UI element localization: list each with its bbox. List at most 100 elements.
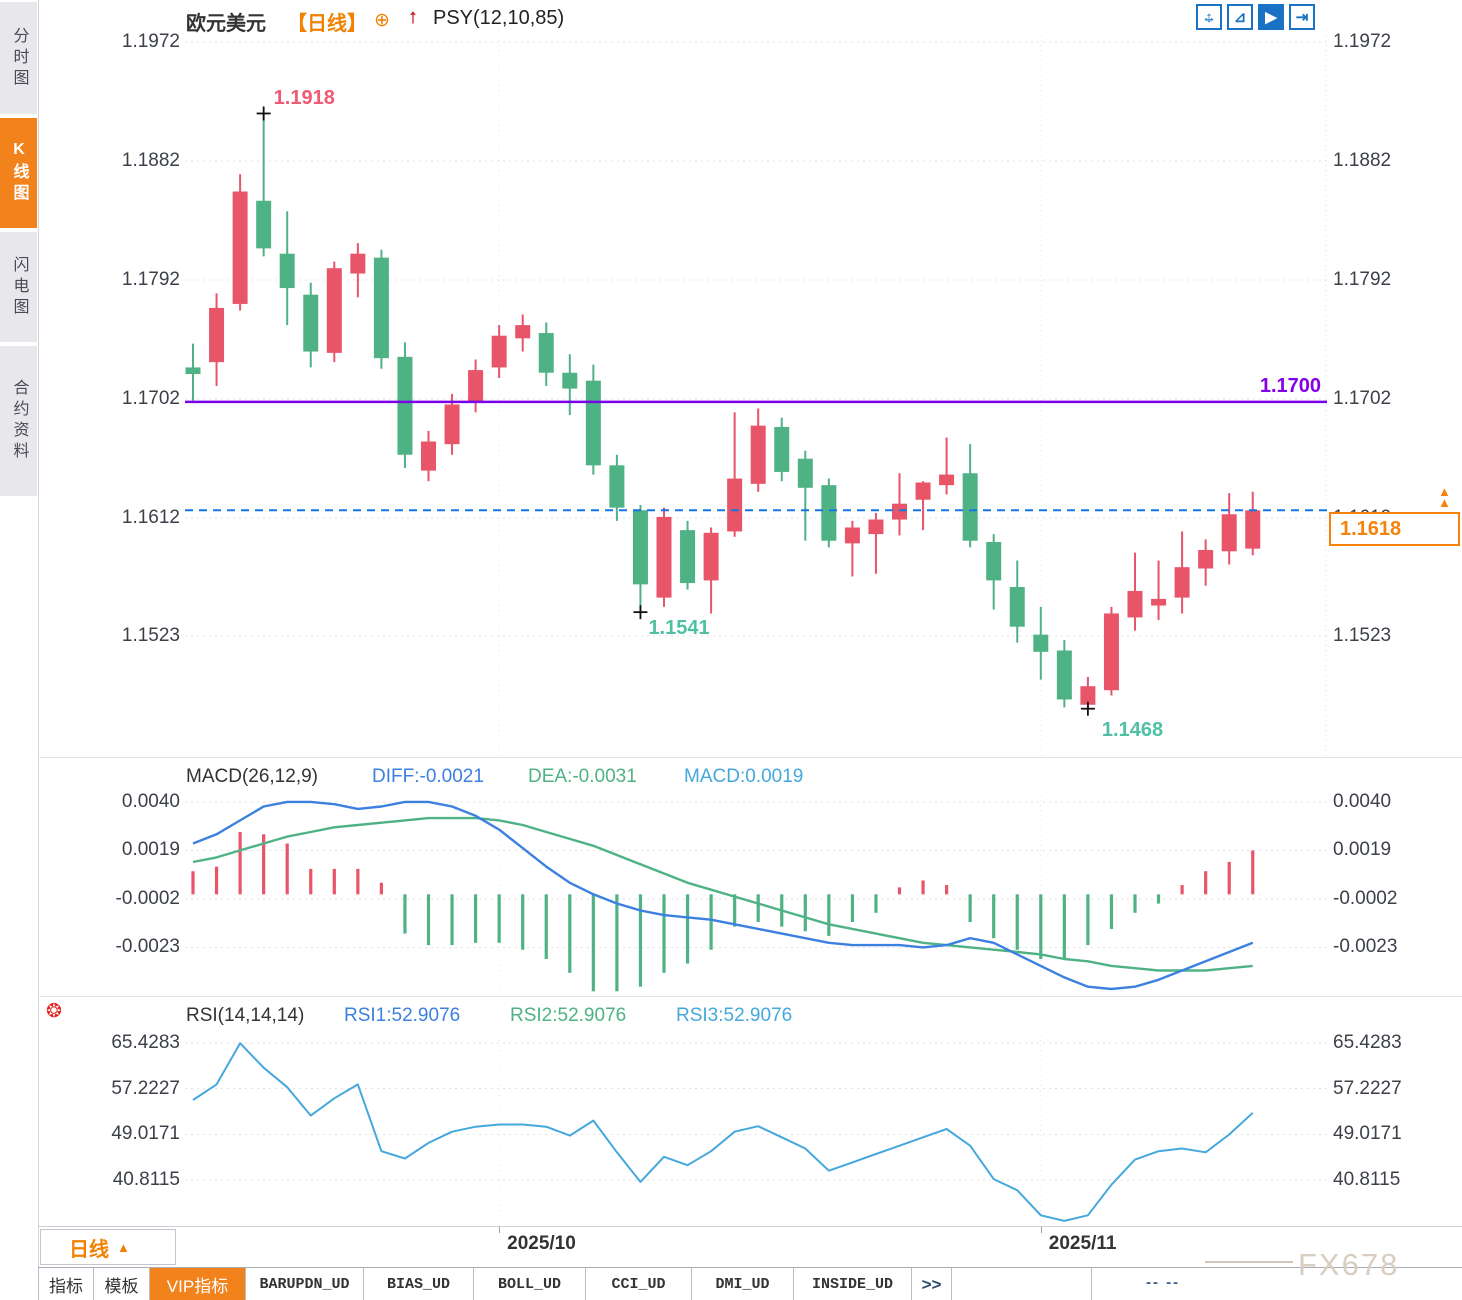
macd-readout: MACD:0.0019 — [684, 766, 804, 787]
diff-line — [192, 800, 1254, 991]
candle-body — [373, 257, 389, 359]
macd-histogram-bar — [1204, 871, 1208, 895]
candle-body — [185, 367, 201, 375]
tab-blank[interactable] — [952, 1268, 1092, 1300]
candle-body — [774, 426, 790, 472]
tab-label: BOLL_UD — [497, 1276, 561, 1293]
tab-indicators[interactable]: 指标 — [38, 1268, 94, 1300]
macd-histogram-bar — [474, 894, 478, 943]
macd-tick-label: 0.0040 — [1333, 790, 1392, 812]
price-up-marker-icon: ▲ ▲ — [1438, 484, 1451, 511]
candle-body — [986, 542, 1002, 581]
candle-body — [1080, 686, 1096, 705]
tab-boll-ud[interactable]: BOLL_UD — [474, 1268, 586, 1300]
macd-histogram-bar — [191, 871, 195, 895]
rsi-tick-label: 40.8115 — [112, 1169, 180, 1191]
tab-label: DMI_UD — [715, 1276, 770, 1293]
macd-histogram-bar — [1062, 894, 1066, 959]
sidebar-item-label: 闪电图 — [10, 255, 28, 319]
add-indicator-icon[interactable]: ⊕ — [374, 10, 390, 31]
symbol-title: 欧元美元 — [186, 13, 266, 35]
candle-body — [585, 380, 601, 466]
horizontal-scale-icon[interactable]: ⊿ — [1227, 4, 1253, 30]
candle-body — [538, 333, 554, 373]
price-tick-label: 1.1612 — [121, 507, 180, 529]
low-annotation: 1.1468 — [1101, 718, 1164, 741]
candle-body — [680, 530, 696, 584]
hidden-tab-ellipsis: -- -- — [1146, 1274, 1181, 1291]
tab-bias-ud[interactable]: BIAS_UD — [364, 1268, 474, 1300]
price-tick-label: 1.1523 — [121, 624, 180, 646]
macd-histogram-bar — [992, 894, 996, 939]
period-tag[interactable]: 【日线】 — [287, 13, 367, 35]
tab-label: 指标 — [49, 1277, 83, 1296]
macd-tick-label: 0.0040 — [121, 790, 180, 812]
macd-tick-label: -0.0023 — [1333, 936, 1398, 958]
sidebar-item-candlestick-chart[interactable]: K线图 — [0, 118, 37, 228]
macd-tick-label: 0.0019 — [1333, 839, 1392, 861]
macd-histogram-bar — [426, 894, 431, 946]
macd-histogram-bar — [1156, 894, 1161, 904]
candle-body — [892, 503, 907, 520]
tab-inside-ud[interactable]: INSIDE_UD — [794, 1268, 912, 1300]
up-arrow-icon: ↑ — [408, 6, 418, 28]
tab-templates[interactable]: 模板 — [94, 1268, 150, 1300]
tab-label: VIP指标 — [166, 1277, 229, 1296]
tabs-overflow-button[interactable]: >> — [912, 1268, 952, 1300]
candle-body — [232, 191, 248, 304]
price-tick-label: 1.1702 — [121, 388, 180, 410]
sidebar-item-label: 分时图 — [10, 26, 28, 90]
tab-label: CCI_UD — [611, 1276, 666, 1293]
period-selector-button[interactable]: 日线 ▲ — [40, 1229, 176, 1265]
sidebar-item-contract-info[interactable]: 合约资料 — [0, 346, 37, 496]
tab-label: 模板 — [104, 1277, 139, 1296]
live-update-icon: ❂ — [46, 1001, 62, 1022]
candle-body — [397, 356, 413, 455]
macd-title[interactable]: MACD(26,12,9) — [186, 766, 318, 787]
macd-tick-label: -0.0002 — [1333, 887, 1398, 909]
rsi-title[interactable]: RSI(14,14,14) — [186, 1005, 305, 1026]
tab-dmi-ud[interactable]: DMI_UD — [692, 1268, 794, 1300]
last-price-badge: 1.1618 — [1329, 512, 1460, 547]
macd-histogram-bar — [1251, 850, 1255, 895]
sidebar-item-timeshare-chart[interactable]: 分时图 — [0, 2, 37, 114]
candle-body — [1033, 634, 1049, 652]
tab-vip-indicators[interactable]: VIP指标 — [150, 1268, 246, 1300]
tab-label: >> — [921, 1274, 942, 1294]
candle-body — [326, 268, 342, 353]
tab-cci-ud[interactable]: CCI_UD — [586, 1268, 692, 1300]
candle-body — [868, 519, 884, 535]
rsi-tick-label: 49.0171 — [1333, 1123, 1402, 1145]
sidebar-item-lightning-chart[interactable]: 闪电图 — [0, 232, 37, 342]
rsi-tick-label: 57.2227 — [1333, 1077, 1402, 1099]
watermark-line — [1205, 1261, 1293, 1263]
scroll-to-latest-icon[interactable]: ⇥ — [1289, 4, 1315, 30]
chevron-up-icon: ▲ — [117, 1239, 130, 1255]
tab-label: BIAS_UD — [386, 1276, 450, 1293]
price-tick-label: 1.1882 — [121, 150, 180, 172]
macd-histogram-bar — [262, 834, 266, 895]
macd-histogram-bar — [709, 894, 713, 950]
macd-histogram-bar — [1039, 894, 1043, 959]
chart-toolbar: ↔ ↕ ⊿ ▶ ⇥ — [1196, 4, 1315, 30]
candle-body — [727, 478, 743, 532]
macd-histogram-bar — [356, 868, 360, 895]
candle-body — [421, 441, 436, 471]
tab-barupdn-ud[interactable]: BARUPDN_UD — [246, 1268, 364, 1300]
rsi-plot[interactable] — [185, 1035, 1327, 1226]
macd-plot[interactable] — [185, 795, 1327, 993]
tab-label: INSIDE_UD — [811, 1276, 893, 1293]
macd-histogram-bar — [332, 868, 336, 895]
auto-scroll-play-icon[interactable]: ▶ — [1258, 4, 1284, 30]
price-tick-label: 1.1972 — [121, 31, 180, 53]
macd-histogram-bar — [379, 882, 383, 895]
price-chart-plot[interactable] — [185, 30, 1327, 757]
rsi-tick-label: 49.0171 — [111, 1123, 180, 1145]
candle-body — [1103, 613, 1119, 691]
price-tick-label: 1.1523 — [1333, 624, 1392, 646]
panel-separator — [38, 996, 1462, 997]
macd-histogram-bar — [803, 894, 807, 932]
macd-histogram-bar — [521, 894, 525, 950]
rsi3-readout: RSI3:52.9076 — [676, 1005, 793, 1026]
pan-crosshair-icon[interactable]: ↔ ↕ — [1196, 4, 1222, 30]
